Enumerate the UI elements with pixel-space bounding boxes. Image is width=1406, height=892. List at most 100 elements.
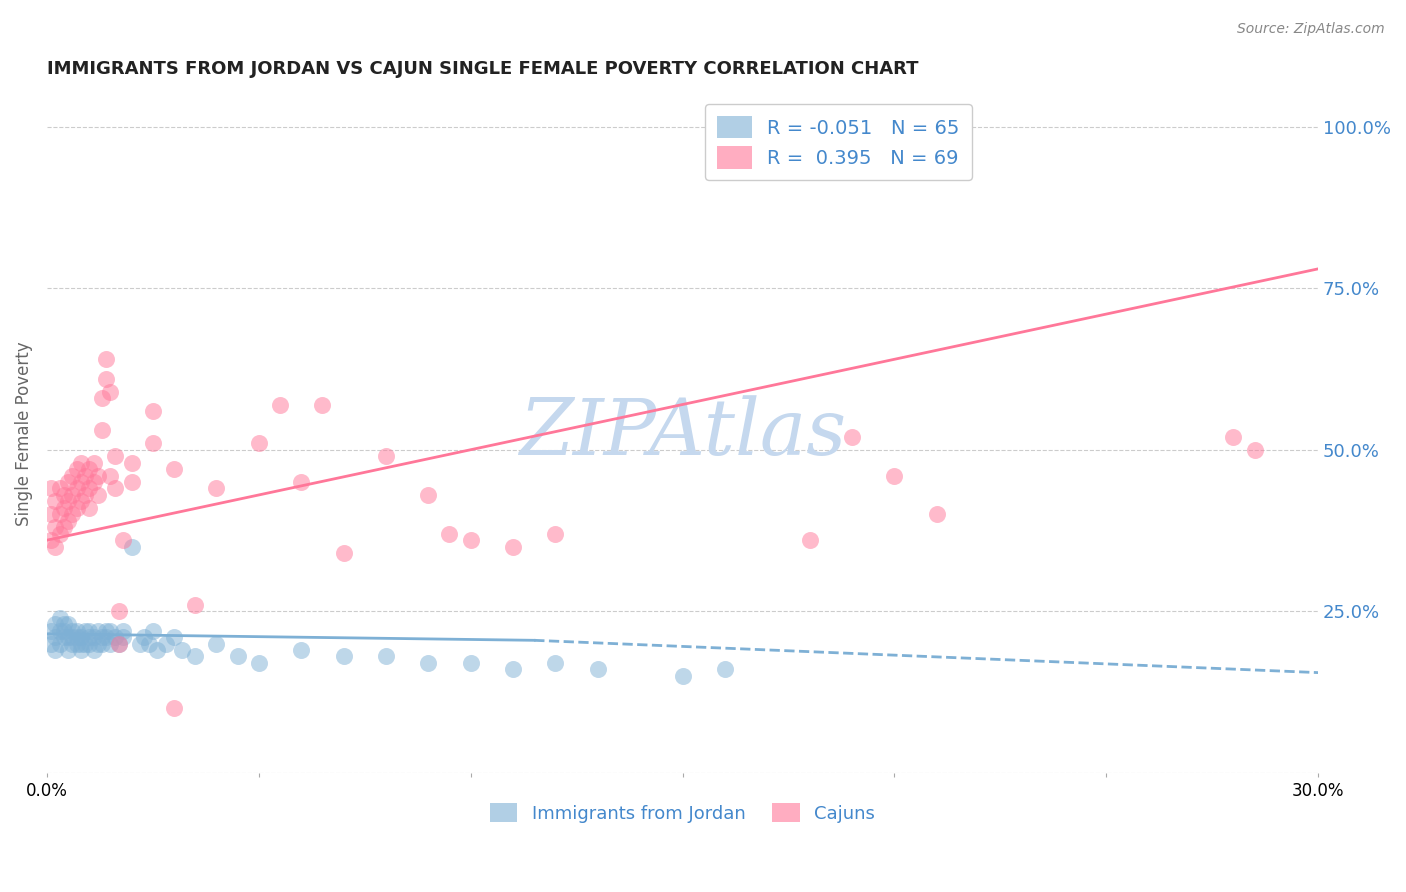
Point [52,630,75,644]
Point [925,508,948,522]
Text: Source: ZipAtlas.com: Source: ZipAtlas.com [1237,22,1385,37]
Point [502,540,524,554]
Point [77,636,100,650]
Point [163,701,186,715]
Point [83,630,105,644]
Point [290,643,312,657]
Point [48,482,70,496]
Point [108,636,131,650]
Point [100,636,122,650]
Point [269,397,291,411]
Point [883,468,905,483]
Point [104,630,127,644]
Text: IMMIGRANTS FROM JORDAN VS CAJUN SINGLE FEMALE POVERTY CORRELATION CHART: IMMIGRANTS FROM JORDAN VS CAJUN SINGLE F… [46,60,918,78]
Point [374,449,396,463]
Point [77,462,100,476]
Point [91,391,114,405]
Point [311,397,333,411]
Point [48,508,70,522]
Point [112,630,135,644]
Point [205,636,228,650]
Point [172,643,194,657]
Point [87,636,110,650]
Point [96,372,118,386]
Point [60,624,83,638]
Legend: Immigrants from Jordan, Cajuns: Immigrants from Jordan, Cajuns [481,794,884,831]
Point [226,649,249,664]
Point [69,456,91,470]
Point [44,540,66,554]
Text: ZIPAtlas: ZIPAtlas [519,395,846,472]
Point [52,488,75,502]
Point [100,468,122,483]
Point [65,630,87,644]
Point [439,526,461,541]
Point [100,624,122,638]
Point [104,482,127,496]
Point [39,624,62,638]
Point [1243,442,1265,457]
Point [48,624,70,638]
Point [87,468,110,483]
Point [155,636,177,650]
Point [799,533,821,548]
Point [374,649,396,664]
Point [69,475,91,489]
Point [44,630,66,644]
Point [52,500,75,515]
Point [65,500,87,515]
Point [83,456,105,470]
Point [96,624,118,638]
Point [60,636,83,650]
Point [39,482,62,496]
Point [142,404,165,418]
Point [56,643,79,657]
Point [69,636,91,650]
Y-axis label: Single Female Poverty: Single Female Poverty [15,342,32,526]
Point [65,624,87,638]
Point [56,630,79,644]
Point [184,649,207,664]
Point [39,508,62,522]
Point [69,494,91,508]
Point [96,630,118,644]
Point [56,514,79,528]
Point [60,488,83,502]
Point [39,533,62,548]
Point [65,482,87,496]
Point [332,649,354,664]
Point [129,636,152,650]
Point [44,494,66,508]
Point [77,482,100,496]
Point [841,430,863,444]
Point [112,624,135,638]
Point [48,610,70,624]
Point [65,636,87,650]
Point [671,669,693,683]
Point [108,636,131,650]
Point [83,643,105,657]
Point [60,630,83,644]
Point [112,533,135,548]
Point [332,546,354,560]
Point [142,624,165,638]
Point [460,533,482,548]
Point [44,617,66,632]
Point [544,526,567,541]
Point [290,475,312,489]
Point [134,630,156,644]
Point [586,662,609,676]
Point [73,468,96,483]
Point [69,630,91,644]
Point [48,526,70,541]
Point [65,462,87,476]
Point [77,630,100,644]
Point [60,508,83,522]
Point [714,662,737,676]
Point [87,488,110,502]
Point [104,449,127,463]
Point [73,636,96,650]
Point [77,500,100,515]
Point [56,494,79,508]
Point [48,636,70,650]
